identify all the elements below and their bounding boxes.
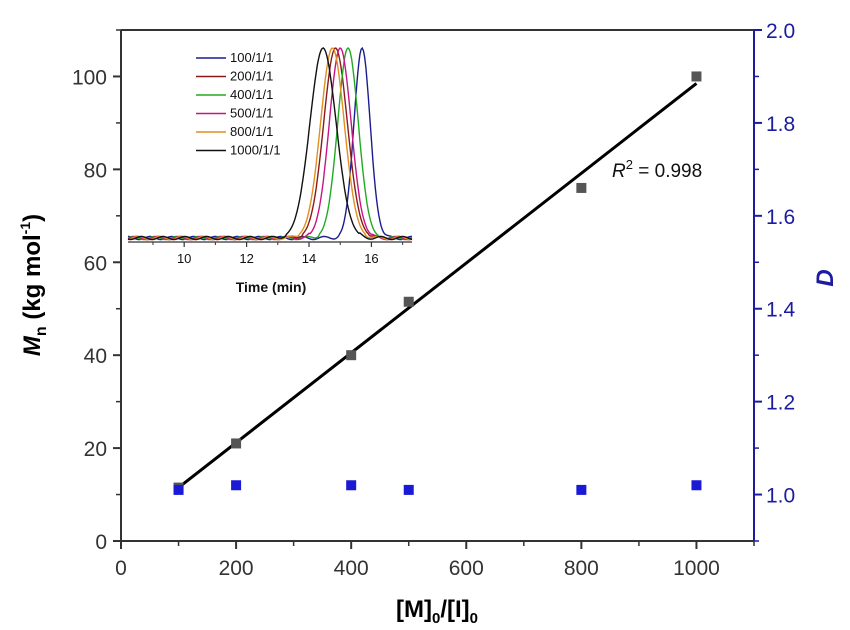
mn-point [403, 296, 414, 307]
legend-label: 800/1/1 [230, 124, 273, 139]
d-point [231, 480, 242, 491]
y-right-tick-label: 2.0 [766, 20, 795, 43]
inset-x-tick-label: 16 [364, 251, 378, 266]
inset-legend: 100/1/1 200/1/1 400/1/1 500/1/1 800/1/1 1000/… [196, 50, 281, 158]
x-title-main: [M] [396, 596, 432, 623]
x-tick-label: 600 [449, 557, 484, 580]
y-left-axis-ticks: 0 20 40 60 80 100 [72, 29, 121, 554]
y-right-tick-label: 1.6 [766, 206, 795, 229]
legend-label: 100/1/1 [230, 50, 273, 65]
inset-curve [127, 47, 413, 241]
inset-x-axis-title: Time (min) [236, 279, 307, 295]
x-axis-title: [M]0/[I]0 [396, 596, 478, 627]
inset-x-ticks: 10 12 14 16 [152, 242, 404, 266]
y-left-title-sub: n [33, 326, 50, 336]
y-left-title-end: ) [19, 214, 46, 222]
y-left-axis-title: Mn (kg mol-1) [17, 214, 50, 356]
x-title-sub1: 0 [432, 610, 440, 627]
x-tick-label: 200 [219, 557, 254, 580]
x-title-mid: /[I] [440, 596, 469, 623]
inset-chart: 10 12 14 16 Time (min) 100/1/1 200/1/1 400/1/… [127, 46, 413, 295]
x-tick-label: 400 [334, 557, 369, 580]
y-left-title-main: M [19, 335, 46, 356]
legend-label: 1000/1/1 [230, 143, 281, 158]
x-tick-label: 800 [564, 557, 599, 580]
y-left-tick-label: 20 [84, 438, 107, 461]
y-right-tick-label: 1.8 [766, 113, 795, 136]
y-left-title-rest: (kg mol [19, 234, 46, 326]
y-left-title-sup: -1 [17, 222, 33, 235]
r-squared-annotation: R2 = 0.998 [612, 157, 702, 182]
d-point [403, 484, 414, 495]
d-point [173, 484, 184, 495]
y-right-tick-label: 1.2 [766, 392, 795, 415]
d-point [691, 480, 702, 491]
y-left-tick-label: 80 [84, 159, 107, 182]
y-left-tick-label: 100 [72, 66, 107, 89]
main-plot-frame [120, 29, 755, 542]
x-tick-label: 1000 [673, 557, 720, 580]
inset-x-tick-label: 14 [302, 251, 316, 266]
y-right-tick-label: 1.4 [766, 299, 796, 322]
d-series [173, 480, 702, 495]
d-point [576, 484, 587, 495]
legend-label: 400/1/1 [230, 87, 273, 102]
legend-label: 500/1/1 [230, 106, 273, 121]
r-squared-value: = 0.998 [633, 161, 702, 182]
mn-point [231, 438, 242, 449]
legend-label: 200/1/1 [230, 69, 273, 84]
mn-point [346, 350, 357, 361]
y-left-tick-label: 40 [84, 345, 107, 368]
inset-x-tick-label: 10 [177, 251, 191, 266]
inset-x-tick-label: 12 [239, 251, 253, 266]
r-squared-prefix: R [612, 161, 626, 182]
x-axis-ticks: 0 200 400 600 800 1000 [115, 541, 755, 580]
fit-line [177, 82, 698, 489]
d-point [346, 480, 357, 491]
mn-point [691, 71, 702, 82]
y-right-axis-title: D [812, 269, 839, 286]
mn-point [576, 182, 587, 193]
y-right-tick-label: 1.0 [766, 485, 795, 508]
y-right-axis-ticks: 1.0 1.2 1.4 1.6 1.8 2.0 [754, 20, 796, 542]
r-squared-sup: 2 [626, 157, 633, 172]
x-title-sub2: 0 [470, 610, 478, 627]
y-left-tick-label: 0 [95, 531, 107, 554]
x-tick-label: 0 [115, 557, 127, 580]
inset-curves [127, 46, 413, 241]
y-left-tick-label: 60 [84, 252, 107, 275]
